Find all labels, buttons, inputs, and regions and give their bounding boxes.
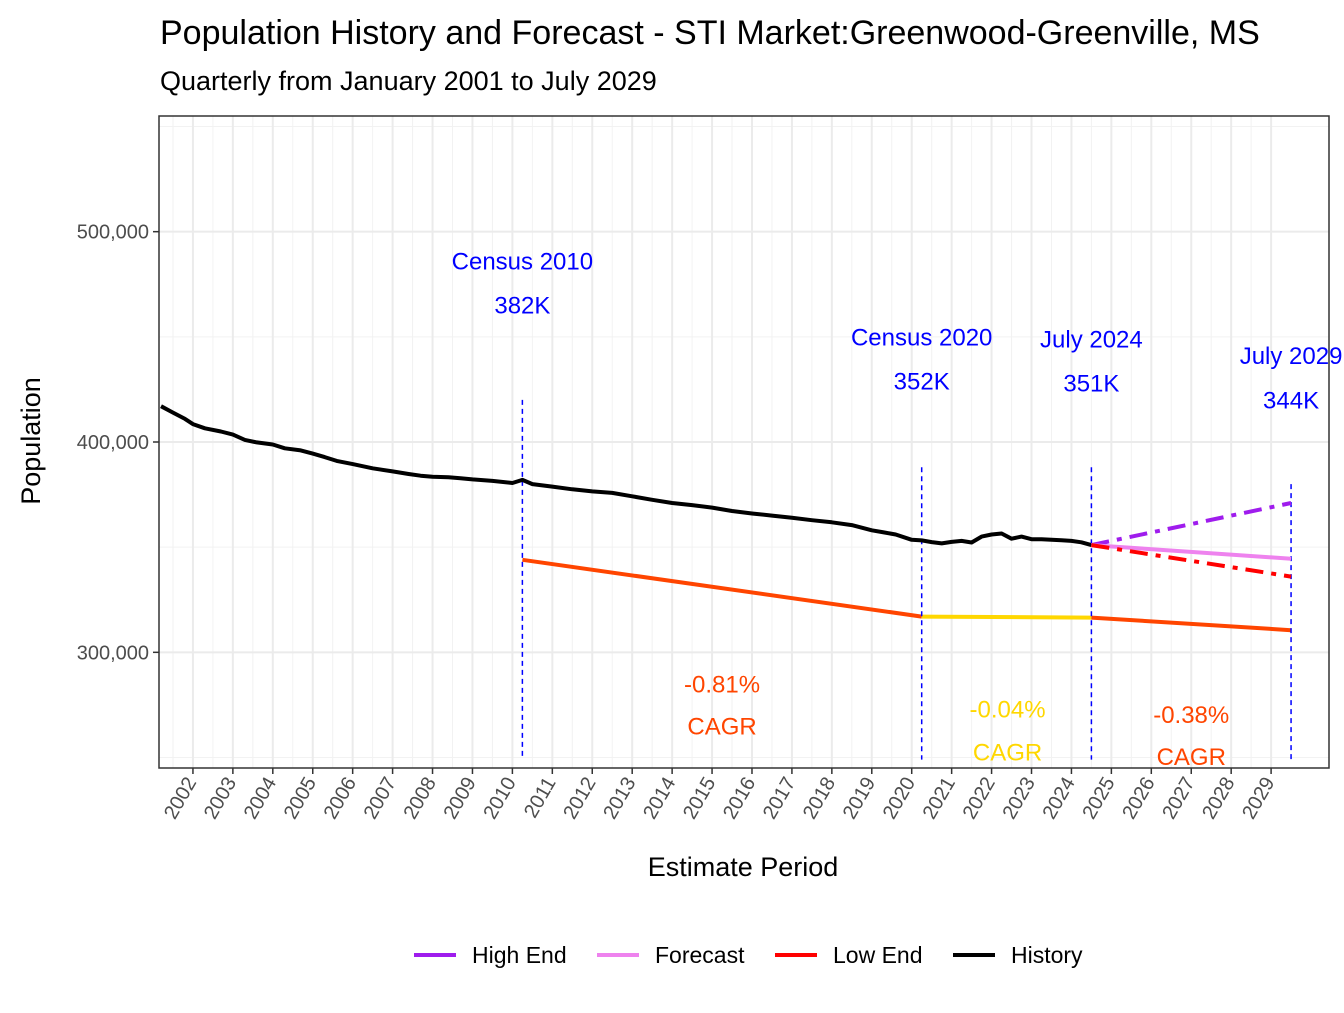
x-tick-label: 2029 [1238, 774, 1279, 824]
x-tick-label: 2012 [559, 774, 600, 824]
annotation-label: -0.04% [970, 697, 1046, 724]
x-tick-label: 2009 [439, 774, 480, 824]
x-tick-label: 2020 [879, 774, 920, 824]
x-tick-label: 2007 [360, 774, 401, 824]
x-tick-label: 2013 [599, 774, 640, 824]
x-axis-label: Estimate Period [648, 852, 839, 882]
series-line-low-end [1091, 543, 1292, 579]
x-tick-label: 2005 [280, 774, 321, 824]
cagr-line [921, 614, 1092, 620]
x-tick-label: 2002 [160, 774, 201, 824]
annotation-value: 344K [1263, 387, 1319, 414]
legend-label: Low End [833, 942, 923, 968]
x-tick-label: 2021 [919, 774, 960, 824]
annotation-value: CAGR [973, 740, 1042, 767]
cagr-line [522, 557, 922, 619]
plot-border [158, 115, 1330, 769]
x-tick-label: 2011 [520, 774, 561, 822]
annotation-value: CAGR [1157, 744, 1226, 771]
x-tick-label: 2027 [1158, 774, 1199, 824]
x-tick-label: 2010 [479, 774, 520, 824]
annotation-value: 351K [1063, 371, 1119, 398]
annotation-label: -0.81% [684, 671, 760, 698]
annotation-value: 382K [494, 293, 550, 320]
x-tick-label: 2028 [1198, 774, 1239, 824]
x-tick-label: 2014 [639, 774, 680, 824]
x-tick-label: 2024 [1038, 774, 1079, 824]
x-tick-label: 2017 [759, 774, 800, 824]
x-tick-label: 2019 [839, 774, 880, 824]
x-tick-label: 2006 [320, 774, 361, 824]
legend-label: History [1011, 942, 1083, 968]
x-tick-label: 2018 [799, 774, 840, 824]
x-tick-label: 2008 [400, 774, 441, 824]
legend-label: Forecast [655, 942, 745, 968]
y-tick-label: 400,000 [77, 432, 149, 454]
annotation-label: July 2024 [1040, 326, 1143, 353]
annotation-label: Census 2020 [851, 324, 992, 351]
x-tick-label: 2016 [719, 774, 760, 824]
x-tick-label: 2025 [1078, 774, 1119, 824]
annotation-value: CAGR [687, 713, 756, 740]
y-tick-label: 300,000 [77, 642, 149, 664]
plot-area: 300,000400,000500,0002002200320042005200… [77, 115, 1343, 824]
annotation-label: July 2029 [1240, 343, 1343, 370]
series-line-history [160, 404, 1092, 548]
chart-title: Population History and Forecast - STI Ma… [160, 14, 1260, 52]
x-tick-label: 2023 [999, 774, 1040, 824]
annotation-label: Census 2010 [452, 249, 593, 276]
y-tick-label: 500,000 [77, 222, 149, 244]
annotation-label: -0.38% [1153, 702, 1229, 729]
annotation-value: 352K [894, 368, 950, 395]
x-tick-label: 2015 [679, 774, 720, 824]
x-tick-label: 2026 [1118, 774, 1159, 824]
legend: High End Forecast Low End History [414, 942, 1083, 968]
chart-subtitle: Quarterly from January 2001 to July 2029 [160, 66, 657, 96]
x-tick-label: 2022 [959, 774, 1000, 824]
x-tick-label: 2003 [200, 774, 241, 824]
cagr-line [1091, 615, 1292, 633]
legend-label: High End [472, 942, 567, 968]
x-tick-label: 2004 [240, 774, 281, 824]
series-line-forecast [1091, 543, 1292, 561]
y-axis-label: Population [16, 377, 46, 505]
series-line-high-end [1090, 501, 1292, 548]
